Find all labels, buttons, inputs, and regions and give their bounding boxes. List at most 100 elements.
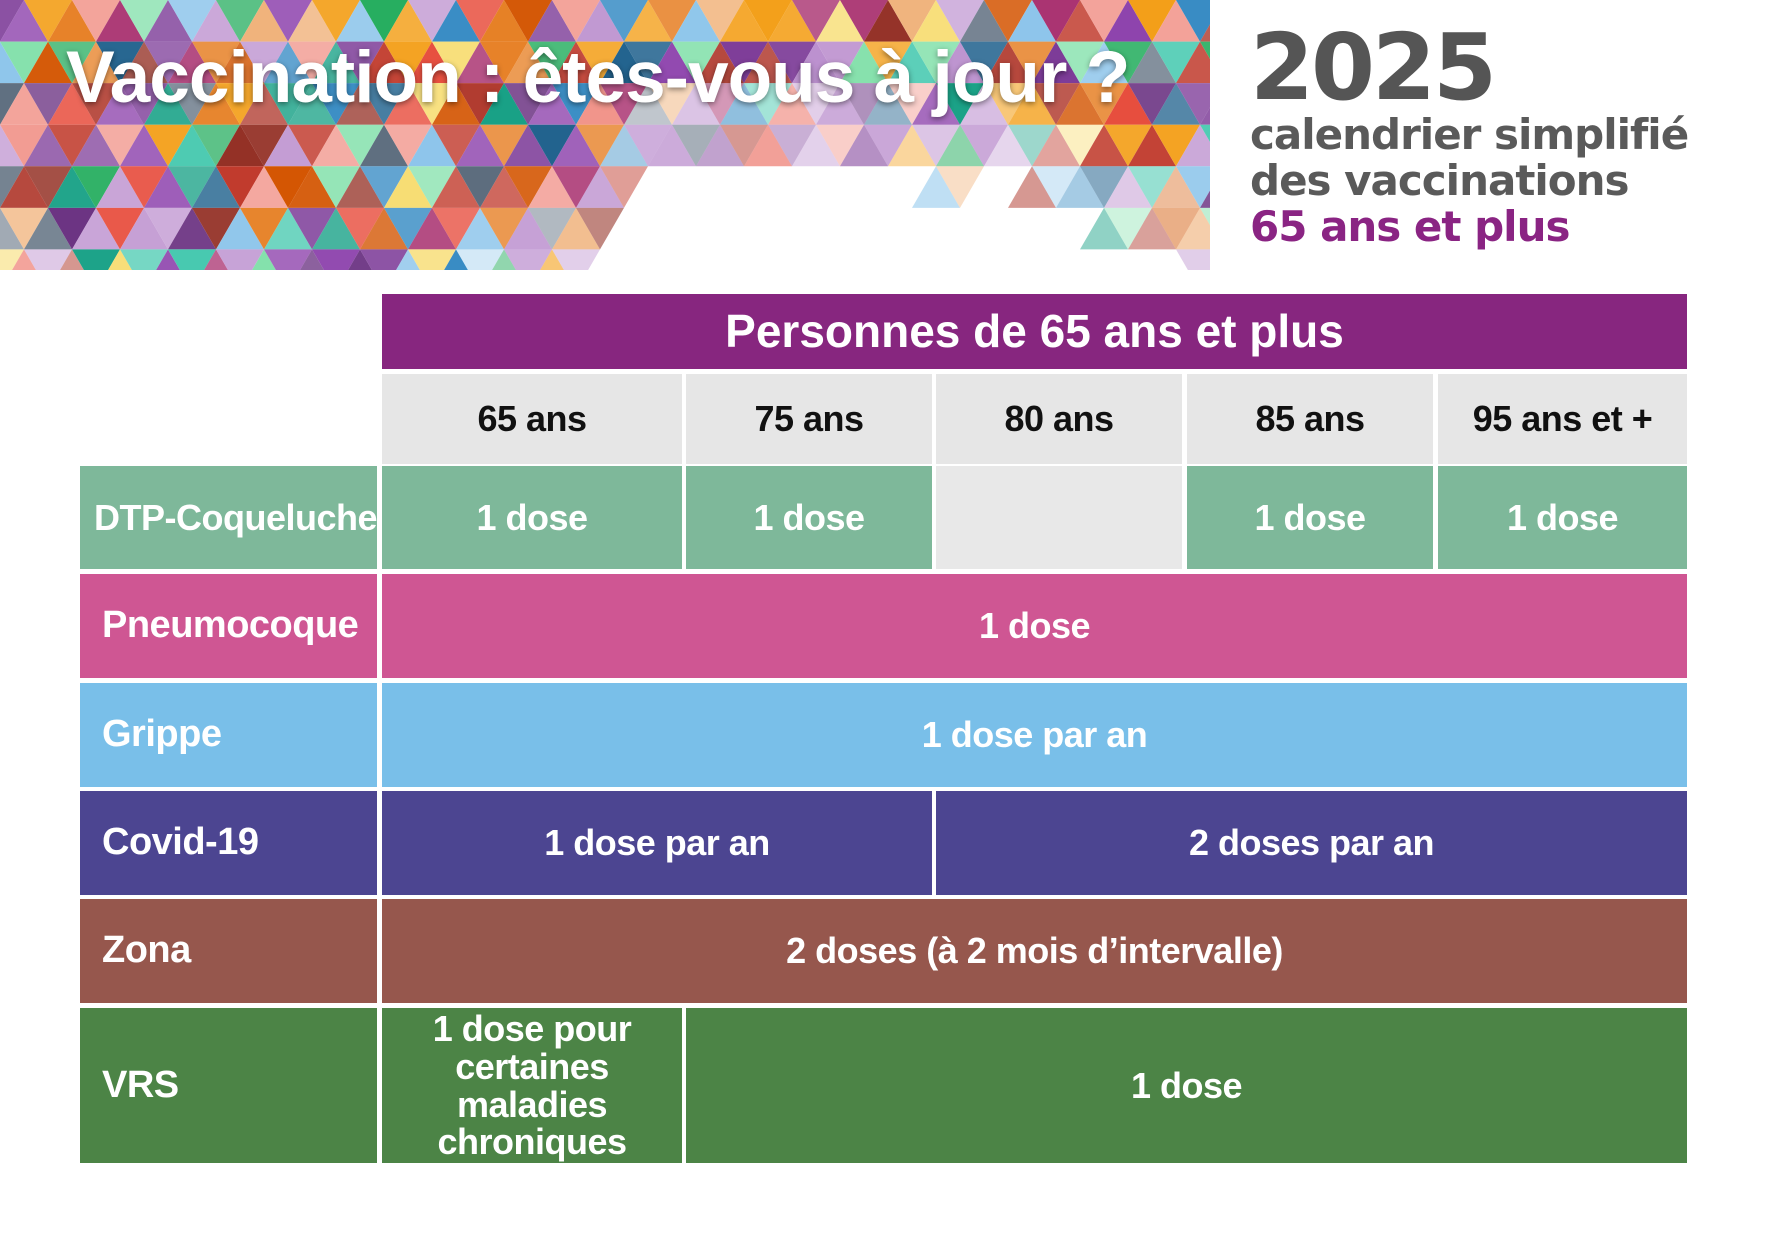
mosaic-tile [360,207,408,250]
row-label-zona: Zona [80,899,377,1003]
mosaic-tile [1080,41,1128,84]
mosaic-tile [912,0,960,42]
mosaic-tile [1128,41,1176,84]
mosaic-tile [1176,207,1210,250]
mosaic-tile [576,83,624,125]
mosaic-tile [888,83,936,125]
mosaic-tile [216,0,264,42]
mosaic-tile [1080,207,1128,250]
mosaic-tile [912,83,960,125]
mosaic-tile [936,124,984,167]
mosaic-tile [312,124,360,167]
mosaic-tile [264,83,312,125]
mosaic-tile [648,41,696,84]
mosaic-tile [936,0,984,42]
hexagon-mosaic-decoration [0,0,1210,270]
mosaic-tile [384,0,432,42]
grippe-cell: 1 dose par an [382,683,1687,787]
mosaic-tile [1080,124,1128,167]
mosaic-tile [864,0,912,42]
mosaic-tile [264,166,312,208]
mosaic-tile [336,83,384,125]
mosaic-tile [744,83,792,125]
mosaic-tile [204,249,228,270]
mosaic-tile [336,166,384,208]
mosaic-tile [480,207,528,250]
mosaic-tile [624,124,672,167]
mosaic-tile [168,124,216,167]
mosaic-tile [456,0,504,42]
mosaic-tile [864,41,912,84]
mosaic-tile [312,249,360,270]
mosaic-tile [0,83,48,125]
mosaic-tile [288,124,336,167]
mosaic-tile [864,124,912,167]
mosaic-tile [552,124,600,167]
mosaic-tile [60,249,84,270]
mosaic-tile [144,41,192,84]
mosaic-tile [648,83,696,125]
mosaic-tile [336,0,384,42]
mosaic-tile [216,83,264,125]
mosaic-tile [72,41,120,84]
mosaic-tile [816,0,864,42]
mosaic-tile [540,249,564,270]
mosaic-tile [144,166,192,208]
mosaic-tile [144,0,192,42]
mosaic-tile [408,0,456,42]
mosaic-tile [840,41,888,84]
mosaic-tile [312,41,360,84]
mosaic-tile [348,249,372,270]
mosaic-tile [312,207,360,250]
mosaic-tile [600,166,648,208]
row-label-grippe: Grippe [80,683,377,787]
mosaic-tile [432,0,480,42]
mosaic-tile [1056,0,1104,42]
mosaic-tile [216,41,264,84]
mosaic-tile [240,166,288,208]
mosaic-tile [144,83,192,125]
mosaic-tile [1056,166,1104,208]
vrs-cell-75-plus: 1 dose [686,1008,1687,1163]
mosaic-tile [288,207,336,250]
mosaic-tile [1032,83,1080,125]
mosaic-tile [888,124,936,167]
mosaic-tile [336,207,384,250]
mosaic-tile [456,249,504,270]
mosaic-tile [744,0,792,42]
mosaic-tile [0,207,24,250]
mosaic-tile [264,0,312,42]
mosaic-tile [1056,83,1104,125]
mosaic-tile [1128,83,1176,125]
mosaic-tile [576,207,624,250]
mosaic-tile [300,249,324,270]
mosaic-tile [192,83,240,125]
mosaic-tile [600,41,648,84]
vrs-cell-65-line-2: certaines maladies [455,1045,609,1125]
dtp-cell-80 [936,466,1182,569]
mosaic-tile [216,207,264,250]
mosaic-tile [648,0,696,42]
mosaic-tile [1128,124,1176,167]
mosaic-tile [552,207,600,250]
mosaic-tile [696,124,744,167]
mosaic-tile [984,41,1032,84]
mosaic-tile [1056,124,1104,167]
mosaic-tile [264,41,312,84]
mosaic-tile [720,41,768,84]
column-header-65: 65 ans [382,374,682,464]
mosaic-tile [432,207,480,250]
mosaic-tile [168,207,216,250]
mosaic-tile [1104,41,1152,84]
mosaic-tile [1152,41,1200,84]
mosaic-tile [1176,41,1210,84]
mosaic-tile [312,166,360,208]
mosaic-tile [396,249,420,270]
mosaic-tile [960,124,1008,167]
mosaic-tile [384,41,432,84]
mosaic-tile [12,249,36,270]
mosaic-tile [312,83,360,125]
mosaic-tile [528,41,576,84]
mosaic-tile [24,0,72,42]
mosaic-tile [408,124,456,167]
